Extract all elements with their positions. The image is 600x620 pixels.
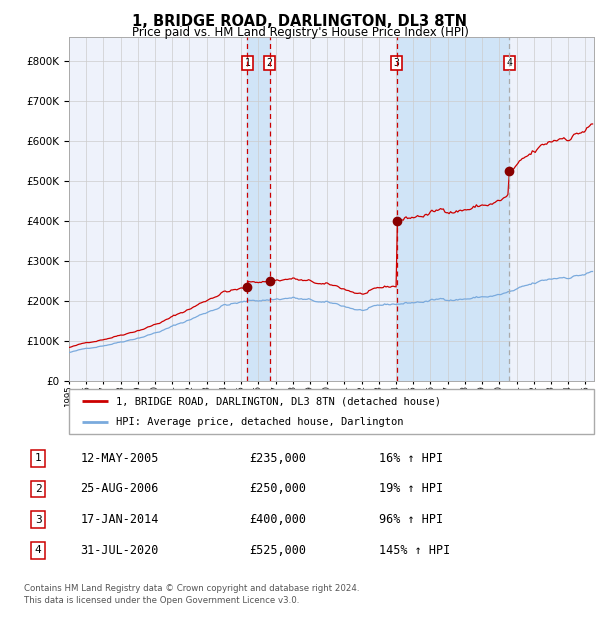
Text: 3: 3 <box>394 58 400 68</box>
Text: 1, BRIDGE ROAD, DARLINGTON, DL3 8TN: 1, BRIDGE ROAD, DARLINGTON, DL3 8TN <box>133 14 467 29</box>
Text: 25-AUG-2006: 25-AUG-2006 <box>80 482 159 495</box>
Text: £250,000: £250,000 <box>250 482 307 495</box>
Text: 31-JUL-2020: 31-JUL-2020 <box>80 544 159 557</box>
Text: 4: 4 <box>35 545 41 555</box>
Text: £235,000: £235,000 <box>250 452 307 465</box>
Text: 19% ↑ HPI: 19% ↑ HPI <box>379 482 443 495</box>
Bar <box>247 37 269 381</box>
Text: 3: 3 <box>35 515 41 525</box>
Text: 17-JAN-2014: 17-JAN-2014 <box>80 513 159 526</box>
FancyBboxPatch shape <box>69 389 594 434</box>
Text: 12-MAY-2005: 12-MAY-2005 <box>80 452 159 465</box>
Text: 145% ↑ HPI: 145% ↑ HPI <box>379 544 451 557</box>
Text: 96% ↑ HPI: 96% ↑ HPI <box>379 513 443 526</box>
Bar <box>397 37 509 381</box>
Text: 2: 2 <box>266 58 272 68</box>
Text: £525,000: £525,000 <box>250 544 307 557</box>
Text: 16% ↑ HPI: 16% ↑ HPI <box>379 452 443 465</box>
Text: 1: 1 <box>35 453 41 463</box>
Text: 4: 4 <box>506 58 512 68</box>
Text: 1, BRIDGE ROAD, DARLINGTON, DL3 8TN (detached house): 1, BRIDGE ROAD, DARLINGTON, DL3 8TN (det… <box>116 396 441 407</box>
Text: Price paid vs. HM Land Registry's House Price Index (HPI): Price paid vs. HM Land Registry's House … <box>131 26 469 39</box>
Text: 2: 2 <box>35 484 41 494</box>
Text: HPI: Average price, detached house, Darlington: HPI: Average price, detached house, Darl… <box>116 417 404 427</box>
Text: Contains HM Land Registry data © Crown copyright and database right 2024.: Contains HM Land Registry data © Crown c… <box>24 584 359 593</box>
Text: This data is licensed under the Open Government Licence v3.0.: This data is licensed under the Open Gov… <box>24 596 299 606</box>
Text: £400,000: £400,000 <box>250 513 307 526</box>
Text: 1: 1 <box>244 58 250 68</box>
